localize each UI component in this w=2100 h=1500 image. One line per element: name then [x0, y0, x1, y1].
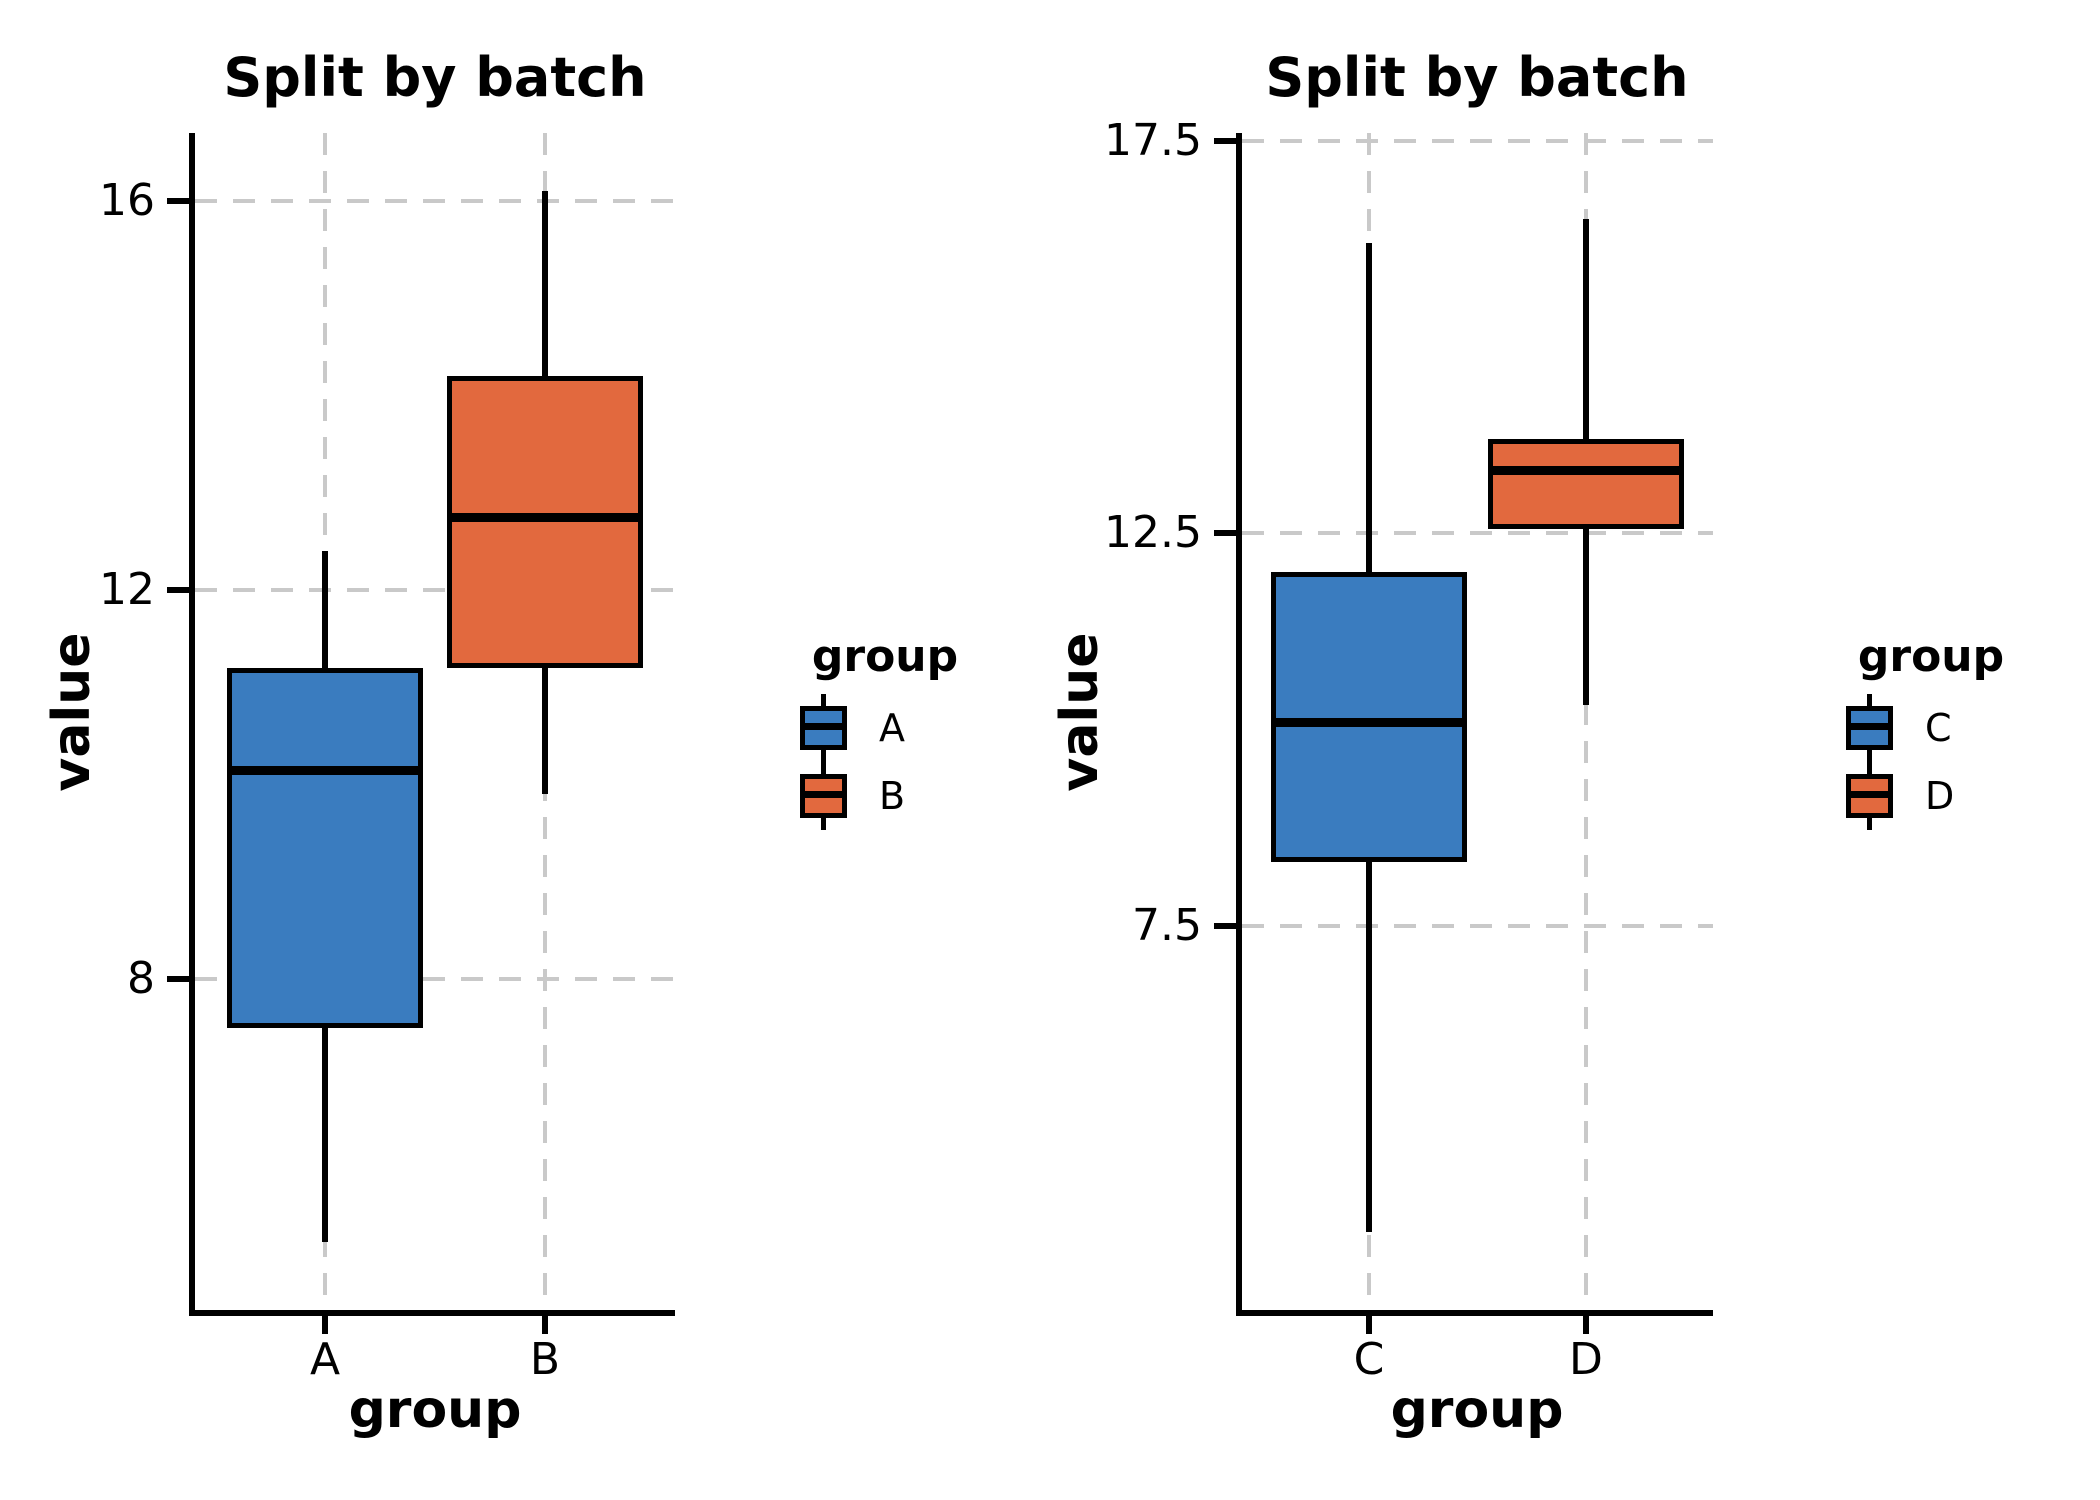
- y-tick: [1214, 923, 1236, 929]
- median-line: [1271, 718, 1467, 727]
- swatch-box: [800, 706, 847, 750]
- y-tick-label: 8: [127, 953, 155, 1004]
- swatch-whisker-bottom: [821, 749, 826, 762]
- x-tick-label: B: [529, 1334, 561, 1385]
- swatch-whisker-bottom: [1867, 817, 1872, 830]
- y-tick-label: 12: [99, 564, 155, 615]
- legend-item-label: A: [879, 706, 905, 750]
- axis-spine-bottom: [189, 1310, 675, 1316]
- x-axis-label: group: [1390, 1380, 1564, 1440]
- gridline-h: [1242, 924, 1713, 928]
- legend-item: B: [800, 762, 978, 830]
- axis-spine-bottom: [1236, 1310, 1713, 1316]
- swatch-median: [1851, 791, 1888, 798]
- swatch-median: [805, 723, 842, 730]
- legend-item: D: [1846, 762, 2024, 830]
- x-tick: [1366, 1316, 1372, 1334]
- y-tick: [167, 587, 189, 593]
- swatch-whisker-top: [1867, 694, 1872, 707]
- x-tick-label: D: [1569, 1334, 1603, 1385]
- y-tick: [1214, 530, 1236, 536]
- boxplot-swatch-icon: [1846, 694, 1893, 762]
- box: [1271, 572, 1467, 862]
- swatch-whisker-top: [821, 762, 826, 775]
- boxplot-swatch-icon: [800, 762, 847, 830]
- legend-item-label: D: [1925, 774, 1955, 818]
- legend-item: C: [1846, 694, 2024, 762]
- swatch-median: [1851, 723, 1888, 730]
- legend-item-label: B: [879, 774, 906, 818]
- legend-title: group: [811, 631, 959, 682]
- y-axis-label: value: [1050, 632, 1110, 792]
- legend: group A B: [800, 630, 978, 830]
- swatch-whisker-top: [821, 694, 826, 707]
- x-tick: [542, 1316, 548, 1334]
- y-axis-label: value: [42, 632, 102, 792]
- x-axis-label: group: [348, 1380, 522, 1440]
- x-tick-label: A: [309, 1334, 341, 1385]
- gridline-h: [195, 588, 675, 592]
- gridline-h: [195, 977, 675, 981]
- swatch-box: [1846, 774, 1893, 818]
- axis-spine-left: [189, 133, 195, 1316]
- y-tick: [1214, 138, 1236, 144]
- box: [227, 668, 423, 1028]
- boxplot-swatch-icon: [1846, 762, 1893, 830]
- y-tick: [167, 198, 189, 204]
- panel-title: Split by batch: [223, 46, 647, 109]
- panel-title: Split by batch: [1265, 46, 1689, 109]
- median-line: [1488, 466, 1684, 475]
- legend-title: group: [1857, 631, 2005, 682]
- swatch-whisker-bottom: [1867, 749, 1872, 762]
- gridline-h: [1242, 531, 1713, 535]
- median-line: [227, 766, 423, 775]
- box: [1488, 439, 1684, 529]
- swatch-median: [805, 791, 842, 798]
- legend: group C D: [1846, 630, 2024, 830]
- gridline-h: [195, 199, 675, 203]
- swatch-whisker-bottom: [821, 817, 826, 830]
- y-tick-label: 12.5: [1104, 507, 1202, 558]
- x-tick: [322, 1316, 328, 1334]
- legend-item: A: [800, 694, 978, 762]
- y-tick-label: 17.5: [1104, 115, 1202, 166]
- box: [447, 376, 643, 668]
- x-tick-label: C: [1353, 1334, 1385, 1385]
- y-tick: [167, 976, 189, 982]
- y-tick-label: 7.5: [1132, 900, 1202, 951]
- median-line: [447, 513, 643, 522]
- swatch-box: [800, 774, 847, 818]
- swatch-whisker-top: [1867, 762, 1872, 775]
- swatch-box: [1846, 706, 1893, 750]
- y-tick-label: 16: [99, 175, 155, 226]
- x-tick: [1583, 1316, 1589, 1334]
- boxplot-swatch-icon: [800, 694, 847, 762]
- gridline-h: [1242, 139, 1713, 143]
- gridline-v: [1584, 133, 1588, 1310]
- axis-spine-left: [1236, 133, 1242, 1316]
- legend-item-label: C: [1925, 706, 1952, 750]
